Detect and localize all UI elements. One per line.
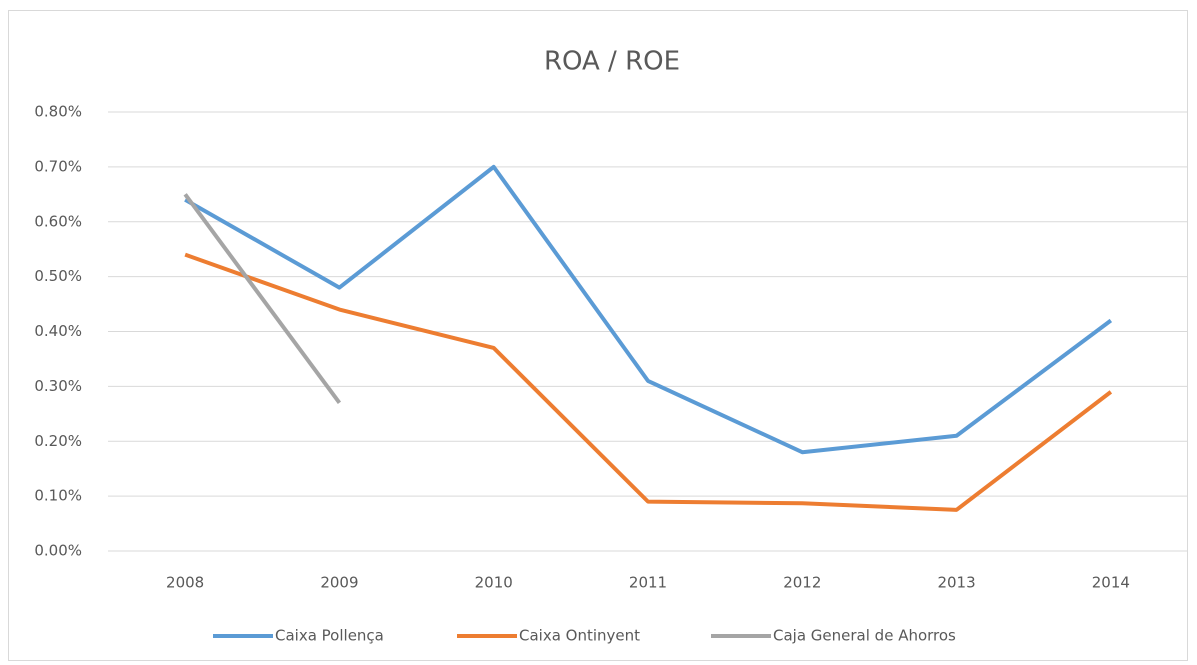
y-tick-label: 0.40% [34,322,82,340]
y-tick-label: 0.60% [34,212,82,230]
series-line [184,164,1113,455]
series-line [184,252,1113,512]
series-line [183,193,342,405]
y-tick-label: 0.00% [34,542,82,560]
chart-border [8,10,1188,661]
x-tick-label: 2008 [166,574,204,592]
legend-label: Caja General de Ahorros [773,627,956,645]
y-tick-label: 0.30% [34,377,82,395]
x-tick-label: 2011 [629,574,667,592]
y-tick-label: 0.80% [34,103,82,121]
y-tick-label: 0.20% [34,432,82,450]
x-tick-label: 2009 [320,574,358,592]
y-tick-label: 0.70% [34,157,82,175]
y-tick-label: 0.50% [34,267,82,285]
x-tick-label: 2010 [475,574,513,592]
legend-label: Caixa Pollença [275,627,384,645]
legend-label: Caixa Ontinyent [519,627,640,645]
x-tick-label: 2014 [1092,574,1130,592]
chart-title: ROA / ROE [544,47,680,77]
x-tick-label: 2012 [783,574,821,592]
x-tick-label: 2013 [937,574,975,592]
y-tick-label: 0.10% [34,487,82,505]
